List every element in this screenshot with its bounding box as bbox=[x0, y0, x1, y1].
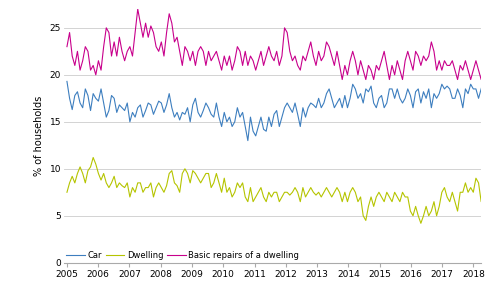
Dwelling bbox=[337, 191, 343, 194]
Legend: Car, Dwelling, Basic repairs of a dwelling: Car, Dwelling, Basic repairs of a dwelli… bbox=[66, 251, 299, 260]
Dwelling bbox=[408, 209, 413, 213]
Line: Car: Car bbox=[67, 79, 484, 141]
Basic repairs of a dwelling bbox=[298, 68, 303, 72]
Car bbox=[481, 78, 487, 81]
Car bbox=[148, 103, 154, 107]
Basic repairs of a dwelling bbox=[337, 64, 343, 67]
Basic repairs of a dwelling bbox=[64, 45, 70, 48]
Dwelling bbox=[90, 156, 96, 159]
Dwelling bbox=[481, 195, 487, 199]
Car bbox=[245, 139, 251, 143]
Basic repairs of a dwelling bbox=[135, 7, 141, 11]
Basic repairs of a dwelling bbox=[410, 68, 416, 72]
Basic repairs of a dwelling bbox=[339, 78, 345, 81]
Basic repairs of a dwelling bbox=[151, 31, 157, 34]
Y-axis label: % of households: % of households bbox=[34, 96, 44, 176]
Line: Dwelling: Dwelling bbox=[67, 158, 484, 223]
Car bbox=[337, 97, 343, 100]
Basic repairs of a dwelling bbox=[185, 50, 191, 53]
Dwelling bbox=[185, 172, 191, 175]
Dwelling bbox=[151, 195, 157, 199]
Dwelling bbox=[465, 191, 471, 194]
Car bbox=[463, 87, 468, 91]
Dwelling bbox=[418, 221, 424, 225]
Car bbox=[298, 125, 303, 128]
Dwelling bbox=[298, 200, 303, 204]
Car bbox=[182, 112, 188, 116]
Basic repairs of a dwelling bbox=[481, 59, 487, 63]
Car bbox=[408, 94, 413, 97]
Dwelling bbox=[64, 191, 70, 194]
Line: Basic repairs of a dwelling: Basic repairs of a dwelling bbox=[67, 9, 484, 79]
Basic repairs of a dwelling bbox=[465, 68, 471, 72]
Car bbox=[64, 80, 70, 83]
